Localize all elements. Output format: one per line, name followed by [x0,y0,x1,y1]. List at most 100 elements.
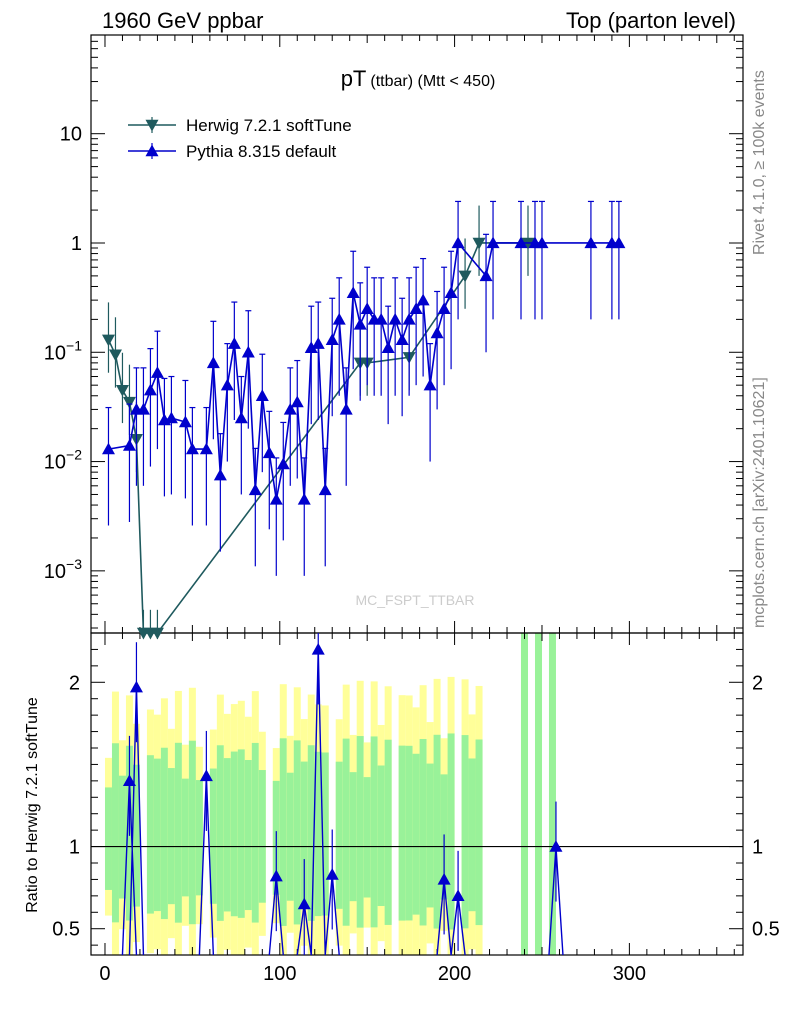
pythia-point [185,442,199,455]
band-green [433,734,441,929]
band-green [384,739,392,925]
pythia-point [276,457,290,470]
pythia-ratio-point [129,680,143,693]
x-tick-label: 300 [613,963,646,985]
band-green [104,787,112,890]
pythia-point [206,356,220,369]
ratio-y-label: Ratio to Herwig 7.2.1 softTune [24,697,41,913]
herwig-point [115,384,129,397]
pythia-point [346,286,360,299]
band-green [321,752,329,916]
band-green [335,761,343,909]
band-green [356,736,364,928]
x-tick-label: 0 [99,963,110,985]
band-green [377,765,385,907]
x-tick-label: 200 [438,963,471,985]
pythia-point [339,402,353,415]
plot-title-sub: (ttbar) (Mtt < 450) [370,73,495,90]
pythia-point [612,236,626,249]
pythia-point [416,293,430,306]
pythia-point [283,402,297,415]
band-green [223,758,231,912]
band-green [548,633,556,955]
pythia-point [227,337,241,349]
pythia-point [304,341,318,353]
pythia-point [136,402,150,415]
pythia-point [360,302,374,314]
band-green [412,753,420,915]
band-green [195,780,203,896]
band-green [426,763,434,908]
ratio-y-tick-label: 2 [69,672,80,694]
pythia-point [122,439,136,451]
pythia-ratio-point [311,642,325,655]
band-green [534,633,542,955]
band-green [132,764,140,907]
band-green [300,761,308,909]
pythia-ratio-point [549,840,563,852]
y-tick-label: 10−2 [44,447,82,474]
y-tick-label: 10−3 [44,556,82,583]
pythia-ratio-point [451,889,465,902]
ratio-plot-frame [90,632,744,956]
pythia-point [423,378,437,391]
ratio-y-tick-label-right: 0.5 [752,919,780,941]
pythia-point [255,389,269,401]
pythia-point [514,236,528,249]
band-green [230,751,238,917]
herwig-point [458,270,472,283]
pythia-point [486,236,500,249]
band-green [160,747,168,920]
y-tick-label: 10 [60,124,82,146]
legend-herwig-label: Herwig 7.2.1 softTune [186,116,352,135]
y-tick-label: 10−1 [44,337,82,364]
ratio-y-tick-label: 0.5 [52,919,80,941]
pythia-ratio-point [297,897,311,910]
band-green [342,738,350,926]
pythia-point [311,337,325,349]
pythia-point [381,341,395,353]
pythia-point [479,269,493,282]
band-green [405,745,413,921]
band-green [307,745,315,921]
pythia-point [164,411,178,424]
band-green [237,749,245,918]
band-green [167,768,175,905]
pythia-point [584,236,598,249]
legend-herwig-marker [145,119,159,132]
band-green [118,775,126,899]
pythia-point [374,312,388,325]
herwig-point [108,349,122,362]
pythia-ratio-point [122,774,136,787]
pythia-point [402,312,416,325]
pythia-point [143,383,157,396]
legend-pythia-label: Pythia 8.315 default [186,142,337,161]
band-green [521,633,528,955]
legend: Herwig 7.2.1 softTune Pythia 8.315 defaul… [128,116,352,161]
pythia-point [318,483,332,496]
pythia-ratio-point [199,769,213,782]
pythia-point [290,395,304,408]
plot-title: pT (ttbar) (Mtt < 450) [341,66,496,91]
watermark: MC_FSPT_TTBAR [355,592,474,608]
pythia-point [220,378,234,391]
band-green [244,760,252,911]
pythia-point [213,468,227,481]
band-green [174,742,182,923]
pythia-point [269,492,283,505]
ratio-y-tick-label-right: 2 [752,672,763,694]
band-green [153,758,161,912]
ratio-y-tick-label: 1 [69,837,80,859]
y-tick-label: 1 [71,233,82,255]
band-green [111,743,119,923]
herwig-point [150,627,164,640]
pythia-point [101,442,115,455]
herwig-point [472,237,486,250]
band-green [286,772,294,901]
band-green [146,755,154,914]
series-pythia-ratio [121,633,564,956]
band-green [293,740,301,925]
ratio-uncertainty-bands [104,633,556,955]
band-green [279,738,287,926]
band-green [419,738,427,926]
